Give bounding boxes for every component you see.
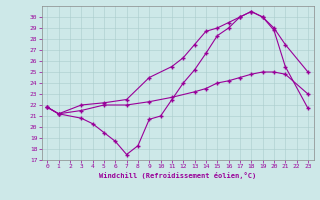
X-axis label: Windchill (Refroidissement éolien,°C): Windchill (Refroidissement éolien,°C) [99,172,256,179]
